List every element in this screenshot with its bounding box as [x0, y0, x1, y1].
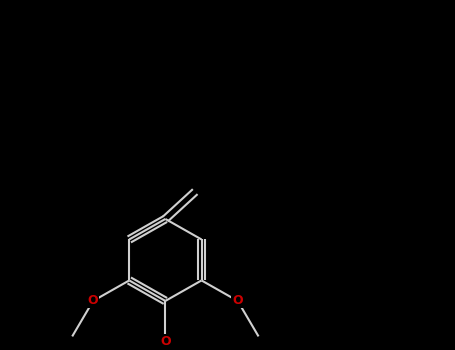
Text: O: O — [233, 294, 243, 307]
Text: O: O — [160, 335, 171, 348]
Text: O: O — [88, 294, 98, 307]
